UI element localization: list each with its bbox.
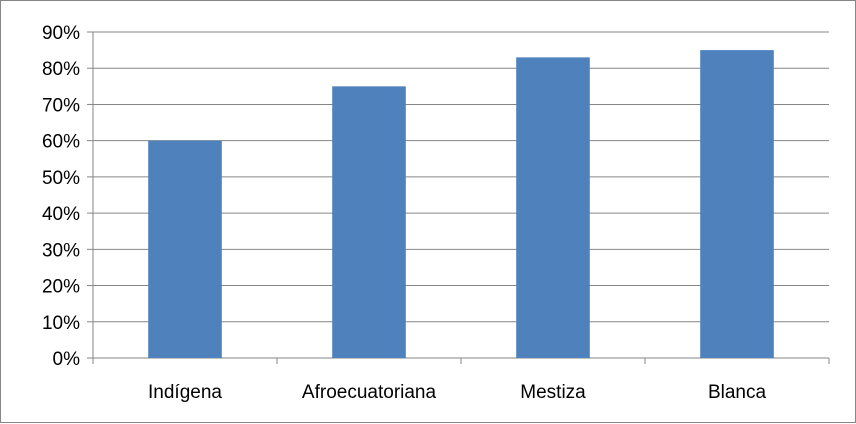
bar-mestiza [516, 57, 590, 358]
x-category-label: Indígena [148, 382, 222, 403]
y-tick-label: 20% [42, 277, 80, 298]
y-tick-label: 90% [42, 23, 80, 44]
bar-indígena [148, 140, 222, 358]
y-tick-label: 80% [42, 59, 80, 80]
x-category-label: Afroecuatoriana [302, 382, 437, 403]
y-tick-label: 70% [42, 95, 80, 116]
x-category-label: Blanca [708, 382, 767, 403]
y-tick-label: 60% [42, 132, 80, 153]
y-tick-label: 40% [42, 204, 80, 225]
y-tick-label: 50% [42, 168, 80, 189]
y-tick-label: 0% [53, 349, 81, 370]
x-category-label: Mestiza [520, 382, 586, 403]
bar-afroecuatoriana [332, 86, 406, 358]
bar-blanca [700, 50, 774, 358]
y-tick-label: 10% [42, 313, 80, 334]
y-tick-label: 30% [42, 240, 80, 261]
